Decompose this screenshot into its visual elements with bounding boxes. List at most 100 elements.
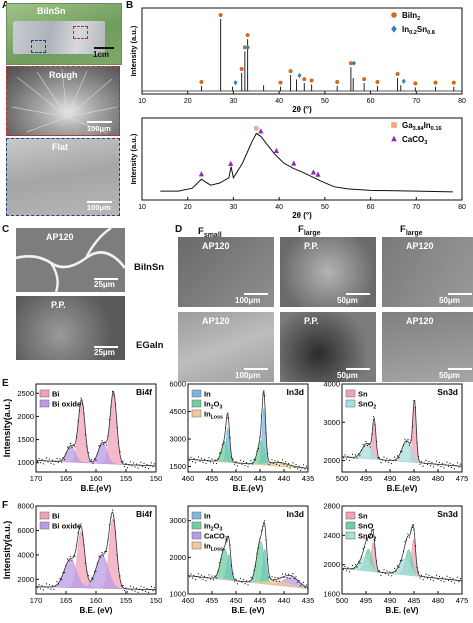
biin2-marker [199, 79, 204, 84]
y-tick-label: 1500 [169, 462, 186, 471]
xps-data-point [248, 580, 251, 582]
xps-data-point [404, 541, 406, 543]
legend-label: InLoss [204, 542, 223, 553]
xps-data-point [435, 574, 438, 576]
xps-data-point [74, 555, 76, 557]
xps-data-point [381, 459, 384, 461]
xps-data-point [203, 458, 206, 460]
xps-data-point [440, 580, 442, 582]
x-tick-label: 60 [367, 204, 375, 211]
xps-data-point [107, 435, 109, 437]
xps-data-point [101, 440, 103, 442]
xps-data-point [96, 452, 99, 454]
y-tick-label: 2400 [323, 531, 340, 540]
xps-data-point [432, 580, 435, 582]
xps-charts: 170 165 160 155 150 1000 1500 2000 2500 B.E.(eV) I… [2, 380, 468, 616]
xps-data-point [434, 577, 436, 579]
xps-data-point [132, 462, 135, 464]
legend-label: Bi [52, 512, 60, 521]
xps-data-point [444, 464, 447, 466]
x-axis-label: B.E.(eV) [81, 484, 112, 493]
legend-swatch [345, 389, 356, 398]
legend-marker [391, 135, 397, 142]
xps-data-point [129, 585, 132, 587]
x-tick-label: 170 [30, 596, 43, 605]
xps-data-point [153, 463, 156, 465]
legend-swatch [191, 531, 202, 540]
xps-data-point [116, 554, 118, 556]
xps-data-point [265, 432, 267, 434]
xps-data-point [290, 575, 293, 577]
legend-label: In2O3 [204, 400, 222, 411]
xps-data-point [42, 589, 45, 591]
sem-d-1-3: AP120 50μm [382, 237, 473, 307]
y-tick-label: 2000 [17, 575, 34, 584]
xps-data-point [250, 460, 252, 462]
xps-data-point [83, 412, 85, 415]
y-tick-label: 2000 [169, 553, 186, 562]
xps-data-point [131, 465, 133, 467]
biin2-marker [278, 80, 283, 85]
xps-data-point [63, 571, 66, 574]
xps-data-point [150, 462, 153, 464]
xps-data-point [87, 452, 90, 454]
xps-data-point [342, 457, 345, 459]
legend-swatch [345, 399, 356, 408]
biin2-marker [433, 80, 438, 85]
scale-bar [448, 368, 472, 370]
x-tick-label: 50 [321, 98, 329, 105]
xps-data-point [263, 395, 266, 397]
xps-data-point [206, 577, 209, 579]
caco3-marker [273, 147, 279, 153]
xps-data-point [229, 544, 231, 546]
xps-data-point [277, 577, 279, 579]
x-axis-label: B.E. (eV) [80, 606, 113, 615]
xps-data-point [248, 463, 251, 465]
xps-data-point [212, 579, 215, 581]
sem-label: P.P. [304, 316, 319, 326]
xps-data-point [206, 460, 209, 462]
xps-data-point [437, 578, 439, 580]
xps-data-point [414, 545, 417, 547]
xps-data-point [362, 548, 364, 550]
xps-data-point [44, 460, 46, 462]
xps-data-point [438, 461, 441, 464]
xps-data-point [149, 465, 151, 467]
xps-data-point [41, 459, 43, 461]
col-header-1: Fsmall [198, 226, 222, 239]
region-label: In3d [287, 509, 304, 519]
xps-data-point [407, 533, 409, 535]
xps-data-point [375, 440, 378, 443]
xps-data-point [401, 451, 403, 453]
xps-data-point [72, 555, 75, 557]
panel-label-b: B [126, 0, 134, 11]
xps-plot-E-Bi: 170 165 160 155 150 1000 1500 2000 2500 B.E.(eV) I… [2, 383, 162, 493]
plot-frame [141, 117, 463, 201]
biin2-marker [348, 61, 353, 66]
biin2-marker [239, 67, 244, 71]
xps-data-point [208, 574, 210, 576]
xps-data-point [147, 591, 150, 594]
xps-data-point [441, 577, 444, 579]
xps-data-point [449, 462, 451, 464]
xps-data-point [65, 452, 67, 454]
xps-data-point [425, 459, 427, 461]
xps-data-point [431, 576, 433, 578]
xps-data-point [68, 447, 70, 449]
xps-data-point [351, 453, 354, 455]
panel-label-e: E [2, 378, 9, 389]
x-axis-label: B.E. (eV) [232, 606, 265, 615]
legend-label: SnO2 [358, 400, 376, 411]
xps-data-point [420, 574, 423, 577]
xps-data-point [295, 576, 297, 578]
xps-data-point [105, 550, 108, 553]
xps-data-point [224, 427, 227, 429]
xps-data-point [236, 465, 239, 467]
legend-label: In0.2Sn0.8 [402, 25, 435, 36]
xps-data-point [80, 523, 82, 525]
xrd-chart-bottom: 10 20 30 40 50 60 70 80 2θ (°) Intensity (a.u.) Ga… [129, 117, 466, 220]
legend-swatch [191, 399, 202, 408]
xps-data-point [138, 588, 141, 590]
legend-label: CaCO3 [402, 135, 427, 146]
xps-data-point [262, 525, 264, 527]
